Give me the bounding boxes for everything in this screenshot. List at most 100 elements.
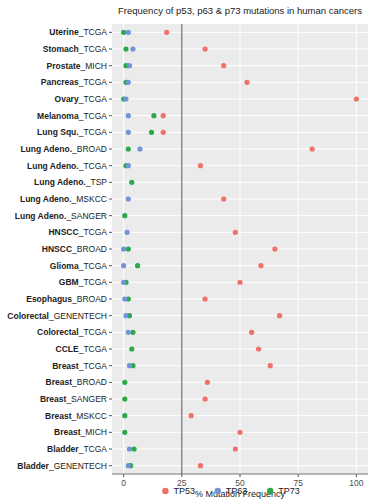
label-part: _TCGA — [78, 127, 108, 137]
label-part: _TCGA — [78, 94, 108, 104]
y-tick — [109, 415, 112, 416]
point — [249, 330, 254, 335]
grid-line — [112, 165, 368, 166]
y-tick — [109, 65, 112, 66]
grid-line — [112, 115, 368, 116]
label-part: Lung Adeno. — [20, 144, 72, 154]
y-tick-label: Esophagus_BROAD — [26, 294, 107, 304]
point — [126, 196, 131, 201]
label-part: _BROAD — [71, 294, 107, 304]
point — [129, 180, 134, 185]
legend-label: TP53 — [173, 486, 195, 496]
grid-line — [181, 24, 182, 474]
grid-line — [112, 332, 368, 333]
y-tick-label: Breast_MSKCC — [45, 411, 107, 421]
y-tick-label: Glioma_TCGA — [50, 261, 107, 271]
point — [123, 46, 128, 51]
point — [127, 63, 132, 68]
chart: Frequency of p53, p63 & p73 mutations in… — [0, 0, 378, 500]
label-part: Bladder — [17, 461, 49, 471]
label-part: Stomach — [43, 44, 79, 54]
label-part: _TCGA — [78, 444, 108, 454]
y-tick-label: Lung Adeno._MSKCC — [20, 194, 107, 204]
point — [137, 146, 142, 151]
point — [268, 363, 273, 368]
y-tick-label: Lung Adeno._TCGA — [27, 161, 107, 171]
y-tick — [109, 382, 112, 383]
label-part: _TCGA — [78, 361, 108, 371]
point — [198, 163, 203, 168]
x-tick-label: 100 — [349, 478, 363, 488]
point — [122, 296, 127, 301]
y-tick — [109, 182, 112, 183]
y-tick-label: Colorectal_GENENTECH — [7, 311, 107, 321]
label-part: _TCGA — [78, 27, 108, 37]
point — [127, 363, 132, 368]
label-part: HNSCC — [48, 227, 78, 237]
grid-line — [112, 232, 368, 233]
point — [205, 380, 210, 385]
label-part: Bladder — [47, 444, 79, 454]
x-tick — [123, 474, 124, 477]
y-tick-label: Breast_SANGER — [40, 394, 107, 404]
y-tick-label: Lung Adeno._SANGER — [15, 211, 107, 221]
point — [122, 380, 127, 385]
label-part: _TCGA — [78, 227, 108, 237]
grid-line — [112, 465, 368, 466]
y-tick — [109, 199, 112, 200]
point — [161, 130, 166, 135]
point — [121, 280, 126, 285]
label-part: Breast — [45, 411, 72, 421]
legend-marker — [215, 488, 221, 494]
point — [123, 96, 128, 101]
point — [126, 163, 131, 168]
label-part: Prostate — [47, 61, 81, 71]
point — [277, 313, 282, 318]
label-part: GBM — [59, 277, 79, 287]
y-tick-label: Ovary_TCGA — [55, 94, 108, 104]
point — [233, 230, 238, 235]
label-part: _MSKCC — [71, 194, 107, 204]
label-part: _BROAD — [71, 144, 107, 154]
point — [126, 330, 131, 335]
point — [126, 130, 131, 135]
x-tick — [356, 474, 357, 477]
point — [122, 396, 127, 401]
point — [256, 346, 261, 351]
label-part: HNSCC — [42, 244, 72, 254]
reference-line — [181, 24, 182, 474]
point — [126, 146, 131, 151]
label-part: Breast — [40, 394, 67, 404]
point — [221, 63, 226, 68]
y-tick — [109, 265, 112, 266]
grid-line — [112, 182, 368, 183]
y-tick — [109, 349, 112, 350]
label-part: _SANGER — [65, 394, 107, 404]
label-part: Ovary — [55, 94, 79, 104]
label-part: Breast — [52, 361, 79, 371]
point — [122, 413, 127, 418]
point — [354, 96, 359, 101]
y-tick-label: Lung Squ._TCGA — [37, 127, 107, 137]
y-tick-label: Lung Adeno._TSP — [34, 177, 107, 187]
point — [202, 296, 207, 301]
grid-line — [112, 349, 368, 350]
grid-line — [112, 265, 368, 266]
label-part: _BROAD — [71, 377, 107, 387]
point — [125, 230, 130, 235]
label-part: Breast — [54, 427, 81, 437]
y-tick-label: CCLE_TCGA — [56, 344, 108, 354]
y-tick-label: Melanoma_TCGA — [37, 111, 107, 121]
label-part: Colorectal — [7, 311, 49, 321]
label-part: Lung Adeno. — [15, 211, 67, 221]
x-tick — [298, 474, 299, 477]
x-tick-label: 0 — [121, 478, 126, 488]
y-tick-label: Uterine_TCGA — [49, 27, 107, 37]
point — [126, 246, 131, 251]
point — [135, 263, 140, 268]
y-tick — [109, 282, 112, 283]
label-part: _BROAD — [71, 244, 107, 254]
legend-marker — [267, 488, 273, 494]
label-part: _TCGA — [78, 327, 108, 337]
point — [233, 446, 238, 451]
